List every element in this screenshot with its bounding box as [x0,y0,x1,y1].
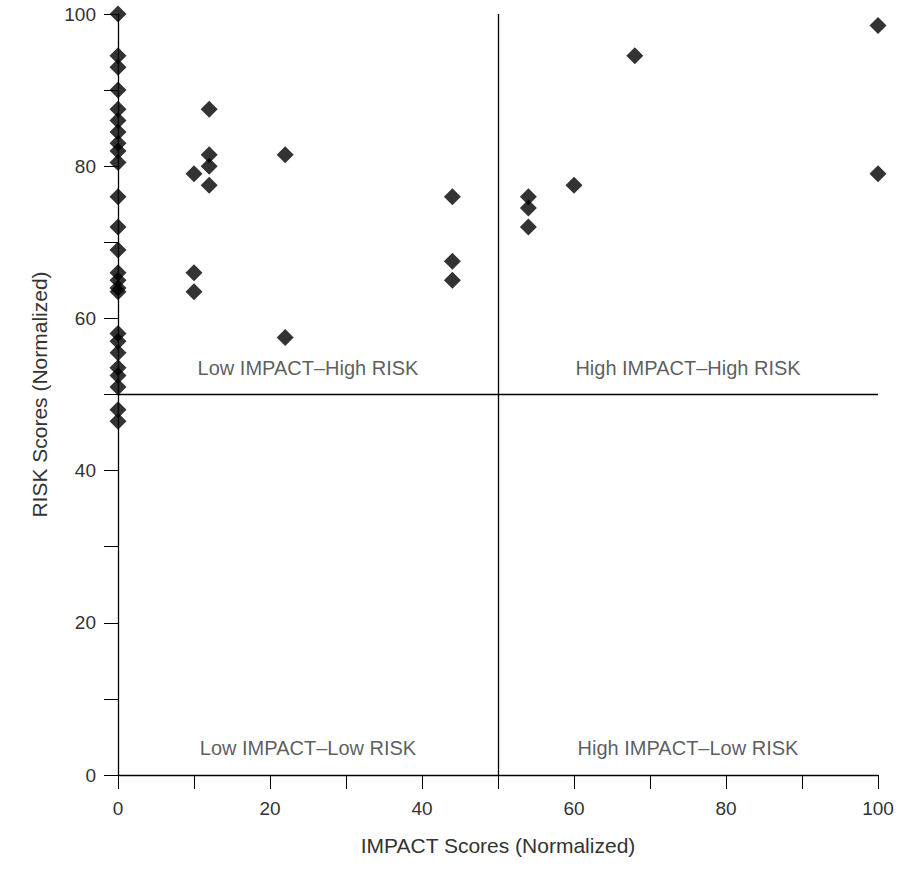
svg-text:Low IMPACT–High RISK: Low IMPACT–High RISK [198,357,419,379]
svg-text:High IMPACT–High RISK: High IMPACT–High RISK [575,357,801,379]
svg-text:RISK Scores (Normalized): RISK Scores (Normalized) [28,271,51,517]
svg-text:100: 100 [64,4,96,25]
svg-text:High IMPACT–Low RISK: High IMPACT–Low RISK [578,737,799,759]
svg-text:40: 40 [75,460,96,481]
svg-text:80: 80 [715,798,736,819]
svg-text:0: 0 [85,765,96,786]
svg-text:20: 20 [75,612,96,633]
svg-text:80: 80 [75,156,96,177]
svg-text:40: 40 [411,798,432,819]
svg-text:0: 0 [113,798,124,819]
svg-text:60: 60 [563,798,584,819]
svg-text:100: 100 [862,798,894,819]
svg-text:20: 20 [259,798,280,819]
svg-text:IMPACT Scores (Normalized): IMPACT Scores (Normalized) [361,834,636,857]
svg-text:Low IMPACT–Low RISK: Low IMPACT–Low RISK [200,737,417,759]
svg-text:60: 60 [75,308,96,329]
